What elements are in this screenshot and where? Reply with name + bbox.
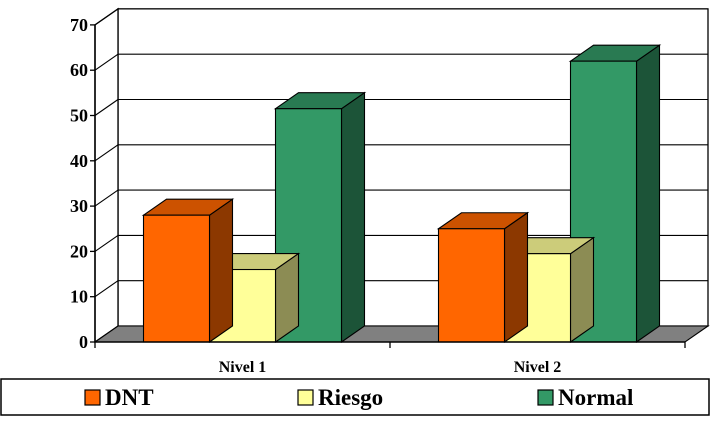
legend-swatch-normal (537, 389, 554, 406)
bar-side (569, 236, 595, 344)
gridline-side (94, 8, 119, 26)
y-tick-label: 10 (70, 287, 88, 307)
bar-dnt-2 (436, 211, 530, 344)
bars-group (141, 44, 662, 344)
bar-dnt-1 (141, 198, 235, 344)
legend-label-normal: Normal (558, 385, 633, 410)
legend-swatch-riesgo (297, 389, 314, 406)
gridline-side (94, 144, 119, 162)
legend-label-riesgo: Riesgo (318, 385, 383, 410)
x-tick-labels: Nivel 1 Nivel 2 (219, 359, 562, 376)
y-tick-label: 50 (70, 106, 88, 126)
legend-box (0, 378, 710, 416)
bar-side (503, 211, 529, 344)
legend-label-dnt: DNT (105, 385, 154, 410)
bar-side (340, 91, 366, 344)
y-tick-label: 40 (70, 151, 88, 171)
bar-side (635, 44, 661, 344)
bar-front (437, 228, 506, 343)
bar-front (142, 214, 211, 343)
y-tick-label: 70 (70, 15, 88, 35)
y-tick-label: 30 (70, 196, 88, 216)
y-tick-label: 60 (70, 60, 88, 80)
gridline-side (94, 280, 119, 298)
bar-side (208, 198, 234, 344)
y-tick-label: 0 (79, 332, 88, 352)
axes-group (90, 24, 686, 348)
legend: DNT Riesgo Normal (0, 378, 710, 416)
gridline-side (94, 189, 119, 207)
x-tick-label: Nivel 2 (514, 359, 562, 376)
bar-normal-1 (273, 91, 367, 344)
side-wall (94, 7, 119, 344)
gridline-side (94, 99, 119, 116)
y-tick-labels: 0 10 20 30 40 50 60 70 (70, 15, 88, 352)
x-tick-label: Nivel 1 (219, 359, 267, 376)
gridline-side (94, 234, 119, 252)
gridline-side (94, 53, 119, 71)
legend-swatch-dnt (84, 389, 101, 406)
y-tick-label: 20 (70, 241, 88, 261)
